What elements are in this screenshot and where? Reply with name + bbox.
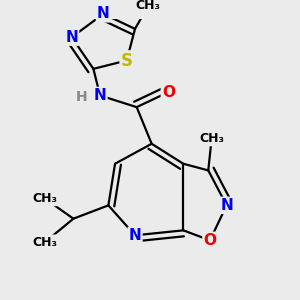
Text: CH₃: CH₃ [199, 132, 224, 145]
Text: N: N [94, 88, 106, 103]
Text: N: N [65, 30, 78, 45]
Text: N: N [220, 198, 233, 213]
Text: N: N [97, 6, 110, 21]
Text: N: N [129, 228, 141, 243]
Text: CH₃: CH₃ [33, 236, 58, 248]
Text: O: O [203, 233, 216, 248]
Text: CH₃: CH₃ [136, 0, 161, 12]
Text: O: O [162, 85, 175, 100]
Text: S: S [121, 52, 133, 70]
Text: CH₃: CH₃ [33, 192, 58, 205]
Text: H: H [76, 90, 88, 104]
